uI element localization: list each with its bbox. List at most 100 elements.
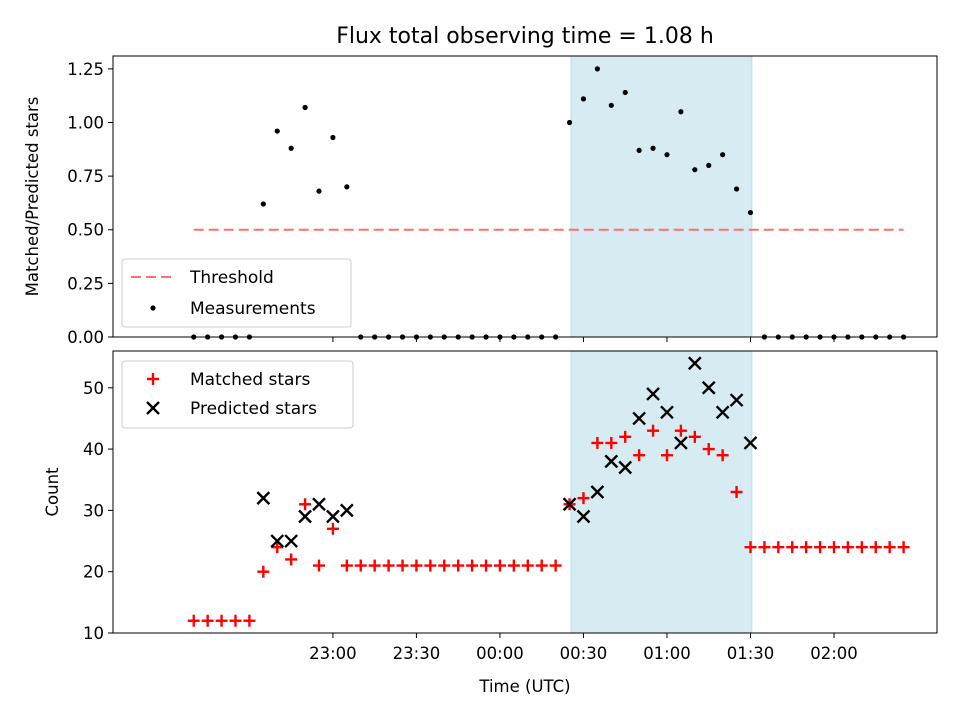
measurement-point (692, 167, 698, 173)
measurements-legend-swatch (150, 305, 156, 311)
matched-star-point (285, 553, 298, 566)
predicted-star-point (576, 509, 591, 524)
bottom-ytick-label: 20 (83, 563, 104, 582)
bottom-y-axis-label: Count (43, 467, 62, 517)
predicted-legend-swatch (146, 401, 160, 415)
matched-star-point (229, 614, 242, 627)
matched-star-point (591, 436, 604, 449)
matched-star-point (299, 498, 312, 511)
top-legend: Threshold Measurements (121, 258, 352, 328)
top-panel: 0.00 0.25 0.50 0.75 1.00 1.25 Flux total obse… (23, 24, 938, 347)
matched-legend-swatch (147, 373, 159, 385)
matched-star-point (800, 541, 813, 554)
predicted-star-point (729, 393, 744, 407)
matched-star-point (466, 559, 479, 572)
threshold-legend-label: Threshold (189, 268, 274, 288)
bottom-xtick-label: 23:00 (309, 644, 357, 663)
measurement-point (720, 152, 726, 158)
measurement-point (316, 188, 322, 194)
matched-star-point (507, 559, 520, 572)
bottom-xtick-label: 00:00 (476, 644, 524, 663)
matched-star-point (493, 559, 506, 572)
measurement-point (288, 145, 294, 151)
predicted-star-point (256, 491, 271, 505)
matched-star-point (201, 614, 214, 627)
matched-star-point (660, 449, 673, 462)
matched-star-point (619, 430, 632, 443)
measurement-point (566, 119, 573, 126)
measurement-point (678, 109, 684, 115)
matched-star-point (368, 559, 381, 572)
predicted-stars-points (256, 356, 758, 548)
predicted-star-point (618, 460, 633, 475)
predicted-star-point (660, 405, 674, 420)
matched-star-point (382, 559, 395, 572)
bottom-panel: 10 20 30 40 50 23:00 23:30 00:00 00:30 01:00 01:3… (43, 350, 938, 696)
bottom-ytick-label: 30 (83, 501, 104, 520)
matched-star-point (438, 559, 451, 572)
matched-star-point (313, 559, 325, 572)
predicted-star-point (339, 503, 354, 518)
top-ytick-label: 0.50 (67, 221, 104, 240)
top-plot-frame (112, 55, 938, 338)
bottom-legend: Matched stars Predicted stars (121, 360, 354, 429)
matched-star-point (744, 541, 757, 554)
matched-star-point (424, 559, 437, 572)
matched-star-point (772, 541, 785, 554)
bottom-ytick-label: 40 (83, 440, 104, 459)
predicted-star-point (743, 436, 758, 450)
measurement-point (274, 128, 280, 134)
matched-star-point (869, 541, 882, 554)
bottom-xtick-label: 23:30 (393, 644, 441, 663)
bottom-x-axis-ticks: 23:00 23:30 00:00 00:30 01:00 01:30 02:00 (309, 633, 858, 663)
matched-star-point (340, 559, 353, 572)
top-ytick-label: 1.25 (67, 60, 104, 79)
matched-star-point (897, 541, 910, 554)
top-ytick-label: 0.00 (67, 328, 104, 347)
matched-star-point (814, 541, 827, 554)
bottom-xtick-label: 01:30 (727, 644, 775, 663)
measurement-point (580, 96, 587, 102)
measurement-point (344, 184, 350, 190)
matched-star-point (730, 486, 743, 498)
predicted-star-point (270, 534, 285, 548)
predicted-star-point (284, 534, 299, 548)
matched-star-point (855, 541, 868, 554)
matched-star-point (841, 541, 854, 554)
matched-star-point (215, 614, 228, 627)
matched-star-point (521, 559, 534, 572)
measurement-point (260, 201, 266, 207)
bottom-ytick-label: 50 (83, 379, 104, 398)
bottom-xtick-label: 01:00 (643, 644, 691, 663)
predicted-star-point (590, 485, 605, 499)
matched-star-point (758, 541, 771, 554)
matched-star-point (354, 559, 367, 572)
matched-star-point (688, 430, 701, 443)
measurement-point (302, 104, 308, 111)
measurement-point (608, 102, 614, 108)
bottom-plot-frame (112, 350, 938, 634)
matched-star-point (535, 559, 548, 572)
measurement-point (706, 162, 712, 168)
matched-star-point (883, 541, 896, 554)
matched-star-point (452, 559, 465, 572)
bottom-xtick-label: 02:00 (810, 644, 858, 663)
top-legend-box (121, 258, 352, 328)
top-ytick-label: 0.25 (67, 274, 104, 293)
matched-star-point (647, 424, 660, 437)
matched-star-point (410, 559, 423, 572)
matched-star-point (326, 522, 339, 535)
matched-star-point (577, 492, 590, 505)
matched-star-point (480, 559, 493, 572)
matched-star-point (187, 614, 200, 627)
predicted-star-point (646, 387, 660, 401)
matched-star-point (633, 449, 646, 462)
x-axis-label: Time (UTC) (478, 677, 570, 696)
predicted-star-point (674, 436, 688, 450)
predicted-star-point (312, 497, 326, 512)
matched-star-point (702, 443, 715, 456)
bottom-legend-box (121, 360, 354, 429)
top-y-axis-label: Matched/Predicted stars (23, 97, 42, 297)
measurement-point (747, 209, 754, 216)
measurement-point (330, 134, 336, 141)
